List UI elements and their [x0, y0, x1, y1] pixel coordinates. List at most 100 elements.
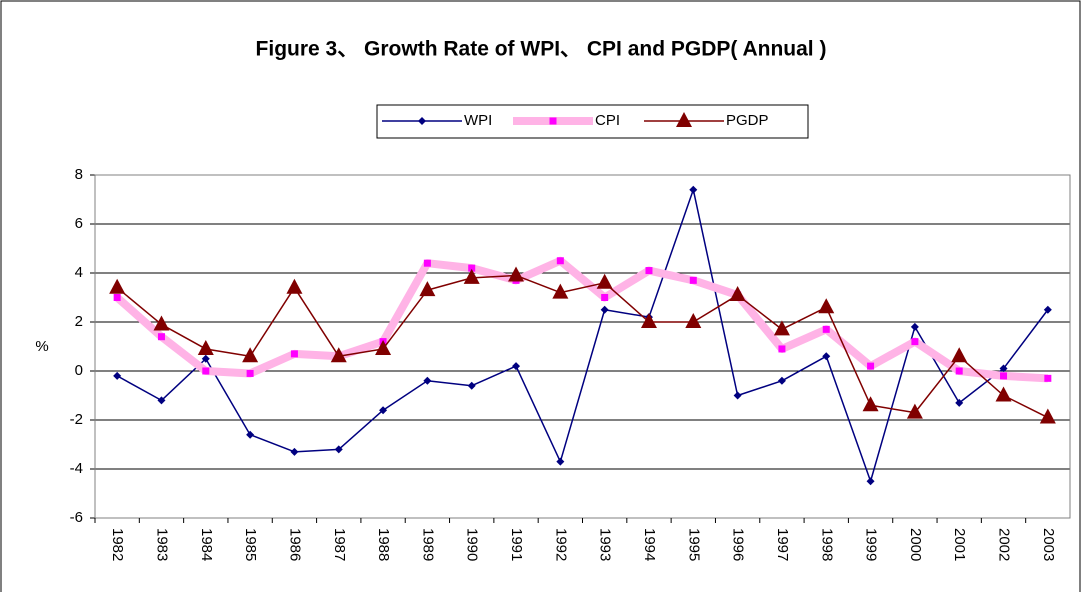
data-point	[153, 315, 170, 331]
legend-marker	[418, 117, 426, 125]
data-point	[867, 362, 875, 370]
data-point	[778, 345, 786, 353]
data-point	[246, 369, 254, 377]
chart-title: Figure 3、 Growth Rate of WPI、 CPI and PG…	[256, 38, 827, 61]
data-point	[995, 386, 1012, 402]
x-tick-label: 1999	[863, 528, 880, 561]
x-tick-label: 1982	[109, 528, 126, 561]
data-point	[955, 367, 963, 375]
y-tick-label: -2	[70, 411, 83, 428]
series-line	[116, 188, 1049, 482]
data-point	[246, 430, 255, 439]
data-point	[375, 339, 392, 355]
x-tick-label: 1985	[242, 528, 259, 561]
data-point	[822, 352, 831, 361]
data-point	[379, 406, 388, 415]
data-point	[640, 313, 657, 328]
y-tick-label: 0	[75, 362, 83, 379]
x-tick-label: 2000	[907, 528, 924, 561]
data-point	[463, 268, 480, 284]
data-point	[556, 457, 565, 466]
x-tick-label: 2003	[1040, 528, 1057, 561]
data-point	[862, 396, 879, 412]
data-point	[645, 267, 653, 275]
data-point	[777, 376, 786, 385]
y-tick-label: -6	[70, 509, 83, 526]
x-tick-label: 1983	[154, 528, 171, 561]
data-point	[818, 298, 835, 314]
x-tick-label: 2001	[951, 528, 968, 561]
data-point	[290, 350, 298, 358]
data-point	[596, 273, 613, 289]
y-tick-label: 6	[75, 215, 83, 232]
data-point	[685, 313, 702, 328]
data-point	[419, 281, 436, 297]
data-point	[508, 266, 525, 282]
data-point	[910, 322, 919, 331]
x-tick-label: 1998	[818, 528, 835, 561]
legend-label: WPI	[464, 112, 492, 129]
x-tick-label: 1989	[419, 528, 436, 561]
data-point	[1044, 374, 1052, 382]
x-tick-label: 1992	[552, 528, 569, 561]
x-tick-label: 1984	[198, 528, 215, 561]
y-tick-label: -4	[70, 460, 83, 477]
data-point	[1000, 372, 1008, 380]
data-point	[197, 339, 214, 355]
data-point	[556, 257, 564, 265]
data-point	[999, 364, 1008, 373]
series-line	[116, 274, 1049, 419]
x-tick-label: 1995	[685, 528, 702, 561]
data-point	[689, 276, 697, 284]
data-point	[600, 305, 609, 314]
x-tick-label: 1987	[331, 528, 348, 561]
data-point	[286, 278, 303, 294]
x-tick-label: 1988	[375, 528, 392, 561]
data-point	[202, 367, 210, 375]
data-point	[773, 320, 790, 336]
y-tick-label: 8	[75, 166, 83, 183]
x-tick-label: 1991	[508, 528, 525, 561]
data-point	[601, 294, 609, 301]
data-point	[1039, 408, 1056, 424]
data-point	[201, 354, 210, 363]
x-tick-label: 1994	[641, 528, 658, 561]
data-point	[955, 398, 964, 407]
legend-label: CPI	[595, 112, 620, 129]
data-point	[113, 371, 122, 380]
y-tick-label: 2	[75, 313, 83, 330]
data-point	[911, 338, 919, 346]
data-point	[1043, 305, 1052, 314]
data-point	[512, 362, 521, 371]
data-point	[906, 403, 923, 419]
data-point	[733, 391, 742, 400]
data-point	[157, 396, 166, 405]
x-tick-label: 1993	[597, 528, 614, 561]
legend-marker	[549, 117, 557, 125]
data-point	[729, 286, 746, 302]
x-tick-label: 1986	[286, 528, 303, 561]
data-point	[330, 347, 347, 363]
data-point	[113, 294, 121, 301]
x-tick-label: 1997	[774, 528, 791, 561]
series-line	[114, 256, 1049, 383]
data-point	[822, 325, 830, 333]
data-point	[334, 445, 343, 454]
y-axis-label: %	[35, 338, 48, 355]
legend-marker	[676, 112, 692, 127]
data-point	[423, 259, 431, 267]
data-point	[157, 333, 165, 341]
legend-label: PGDP	[726, 112, 769, 129]
data-point	[468, 264, 476, 272]
data-point	[109, 278, 126, 294]
y-tick-label: 4	[75, 264, 83, 281]
x-tick-label: 1990	[464, 528, 481, 561]
data-point	[552, 283, 569, 299]
data-point	[467, 381, 476, 390]
x-tick-label: 1996	[730, 528, 747, 561]
data-point	[423, 376, 432, 385]
data-point	[689, 185, 698, 194]
data-point	[951, 347, 968, 363]
